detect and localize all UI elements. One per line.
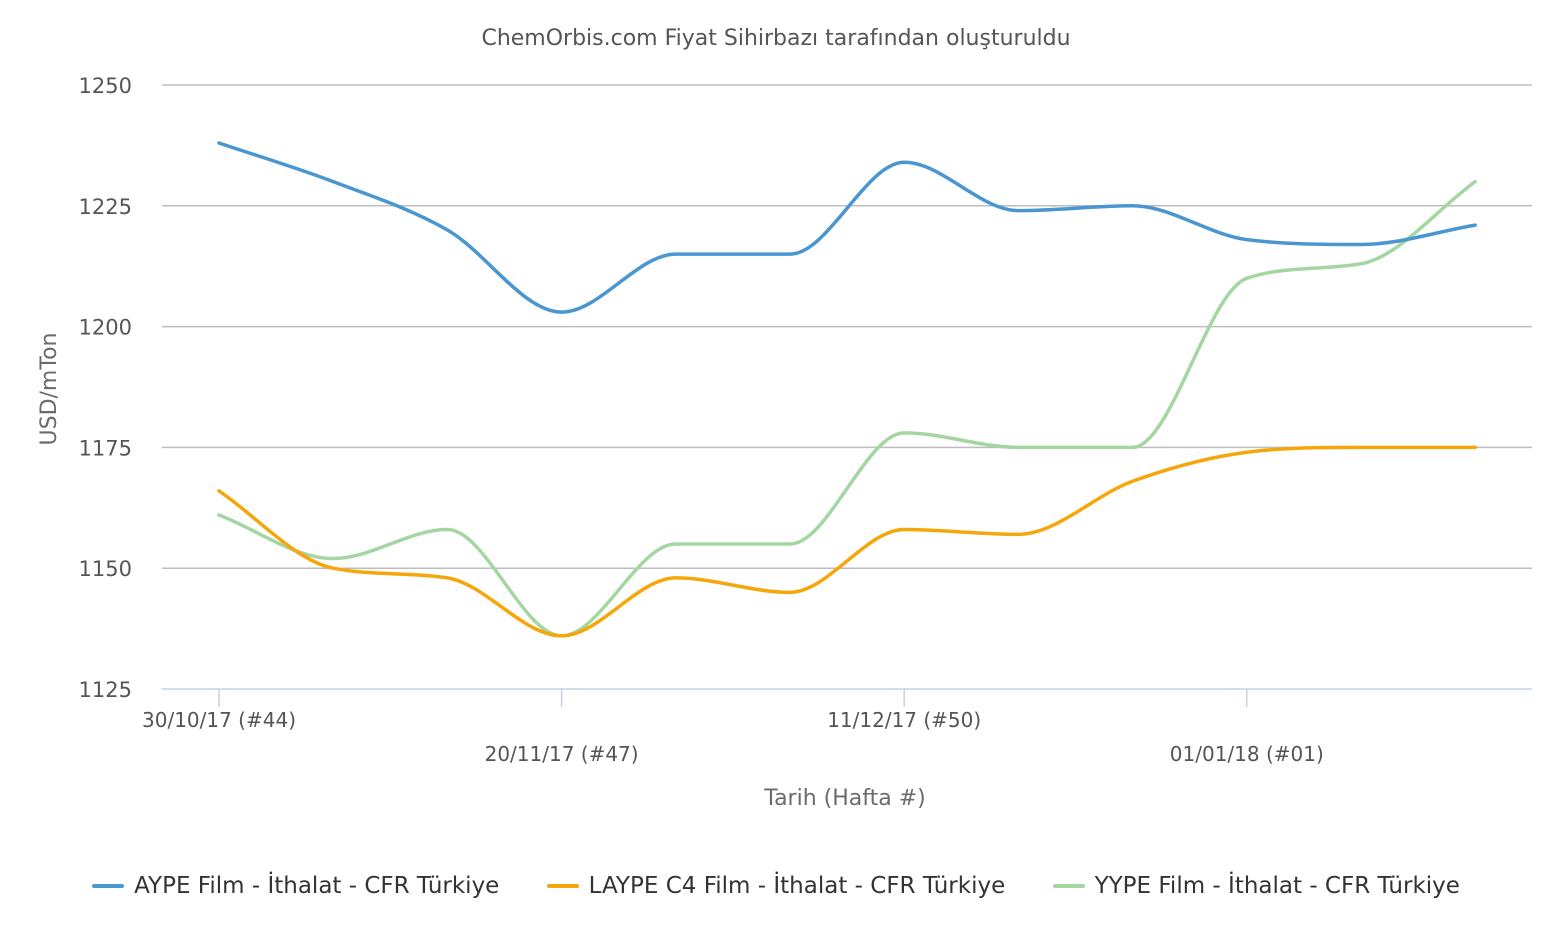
legend-swatch-aype xyxy=(92,884,125,888)
x-tick-label-0: 30/10/17 (#44) xyxy=(142,708,296,732)
legend-item-yype[interactable]: YYPE Film - İthalat - CFR Türkiye xyxy=(1052,873,1460,899)
y-tick-1200: 1200 xyxy=(79,316,132,340)
series-line-laype xyxy=(217,445,1477,638)
series-line-aype xyxy=(217,141,1477,314)
series-line-yype xyxy=(217,179,1477,638)
x-axis-label: Tarih (Hafta #) xyxy=(763,786,925,811)
x-axis: 30/10/17 (#44) 20/11/17 (#47) 11/12/17 (#5… xyxy=(142,688,1532,766)
y-axis-label: USD/mTon xyxy=(37,333,62,446)
legend-item-aype[interactable]: AYPE Film - İthalat - CFR Türkiye xyxy=(92,873,499,899)
y-tick-1250: 1250 xyxy=(79,74,132,98)
chart-title: ChemOrbis.com Fiyat Sihirbazı tarafından… xyxy=(481,26,1071,51)
legend-label-aype: AYPE Film - İthalat - CFR Türkiye xyxy=(134,873,500,899)
series-lines xyxy=(217,141,1477,638)
legend-label-laype: LAYPE C4 Film - İthalat - CFR Türkiye xyxy=(588,873,1006,899)
y-tick-labels: 1125 1150 1175 1200 1225 1250 xyxy=(79,74,132,702)
legend: AYPE Film - İthalat - CFR Türkiye LAYPE … xyxy=(0,868,1552,899)
y-tick-1125: 1125 xyxy=(79,678,132,702)
legend-label-yype: YYPE Film - İthalat - CFR Türkiye xyxy=(1094,873,1460,899)
y-tick-1150: 1150 xyxy=(79,557,132,581)
legend-swatch-yype xyxy=(1052,884,1085,888)
x-tick-label-9: 01/01/18 (#01) xyxy=(1170,742,1324,766)
x-tick-label-3: 20/11/17 (#47) xyxy=(485,742,639,766)
y-tick-1225: 1225 xyxy=(79,195,132,219)
x-tick-label-6: 11/12/17 (#50) xyxy=(827,708,981,732)
legend-swatch-laype xyxy=(546,884,579,888)
grid-lines xyxy=(162,84,1532,569)
y-tick-1175: 1175 xyxy=(79,436,132,460)
legend-item-laype[interactable]: LAYPE C4 Film - İthalat - CFR Türkiye xyxy=(546,873,1006,899)
